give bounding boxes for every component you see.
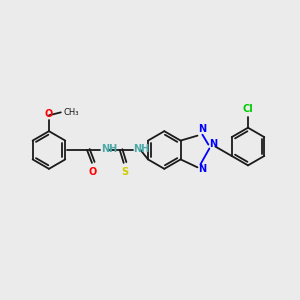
Text: Cl: Cl: [243, 104, 254, 114]
Text: CH₃: CH₃: [64, 108, 79, 117]
Text: O: O: [45, 109, 53, 119]
Text: NH: NH: [101, 144, 117, 154]
Text: NH: NH: [134, 144, 150, 154]
Text: O: O: [89, 167, 97, 177]
Text: S: S: [121, 167, 128, 177]
Text: N: N: [199, 124, 207, 134]
Text: N: N: [209, 139, 217, 148]
Text: N: N: [199, 164, 207, 174]
